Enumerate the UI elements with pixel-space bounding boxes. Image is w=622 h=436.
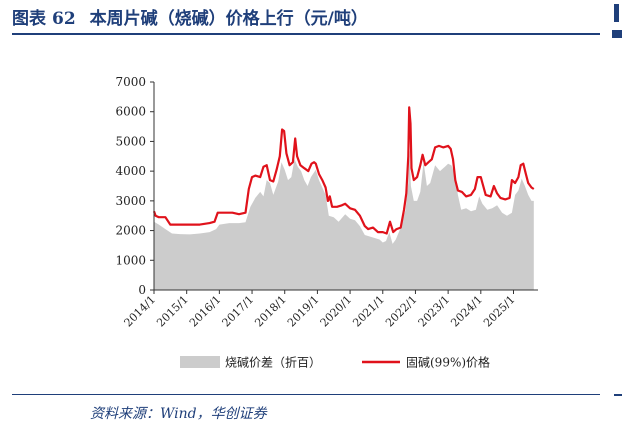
figure-label: 图表 [12, 9, 46, 29]
y-tick-label: 0 [138, 283, 146, 297]
series-area-spread [154, 150, 534, 290]
x-tick-label: 2022/1 [383, 293, 420, 330]
x-tick-label: 2018/1 [252, 293, 289, 330]
x-tick-label: 2015/1 [154, 293, 191, 330]
y-tick-label: 5000 [115, 134, 146, 148]
adjacent-page-mark [614, 394, 622, 396]
title-divider [12, 33, 600, 35]
legend-label-area: 烧碱价差（折百） [225, 355, 321, 370]
y-tick-label: 3000 [115, 194, 146, 208]
legend-label-line: 固碱(99%)价格 [406, 355, 490, 370]
adjacent-page-mark [614, 4, 619, 22]
adjacent-page-mark [612, 30, 622, 38]
x-tick-label: 2020/1 [318, 293, 355, 330]
y-tick-label: 6000 [115, 105, 146, 119]
area-layer [154, 150, 534, 290]
x-tick-label: 2019/1 [285, 293, 322, 330]
x-tick-label: 2014/1 [122, 293, 159, 330]
y-tick-label: 4000 [115, 164, 146, 178]
x-tick-label: 2025/1 [481, 293, 518, 330]
bottom-divider [12, 394, 600, 395]
legend: 烧碱价差（折百） 固碱(99%)价格 [180, 355, 490, 370]
y-tick-label: 7000 [115, 75, 146, 89]
figure-title: 图表 62 本周片碱（烧碱）价格上行（元/吨） [12, 6, 368, 32]
figure-number: 62 [52, 9, 76, 29]
x-tick-label: 2016/1 [187, 293, 224, 330]
x-tick-label: 2017/1 [220, 293, 257, 330]
x-tick-label: 2021/1 [350, 293, 387, 330]
x-tick-label: 2023/1 [416, 293, 453, 330]
figure-title-text: 本周片碱（烧碱）价格上行（元/吨） [89, 9, 368, 29]
legend-swatch-area [180, 356, 220, 368]
adjacent-page-edge [612, 0, 622, 436]
y-tick-label: 1000 [115, 253, 146, 267]
x-tick-label: 2024/1 [448, 293, 485, 330]
y-tick-label: 2000 [115, 224, 146, 238]
source-note: 资料来源：Wind，华创证券 [90, 406, 267, 422]
series-line-price [152, 106, 535, 235]
line-layer [152, 106, 535, 235]
